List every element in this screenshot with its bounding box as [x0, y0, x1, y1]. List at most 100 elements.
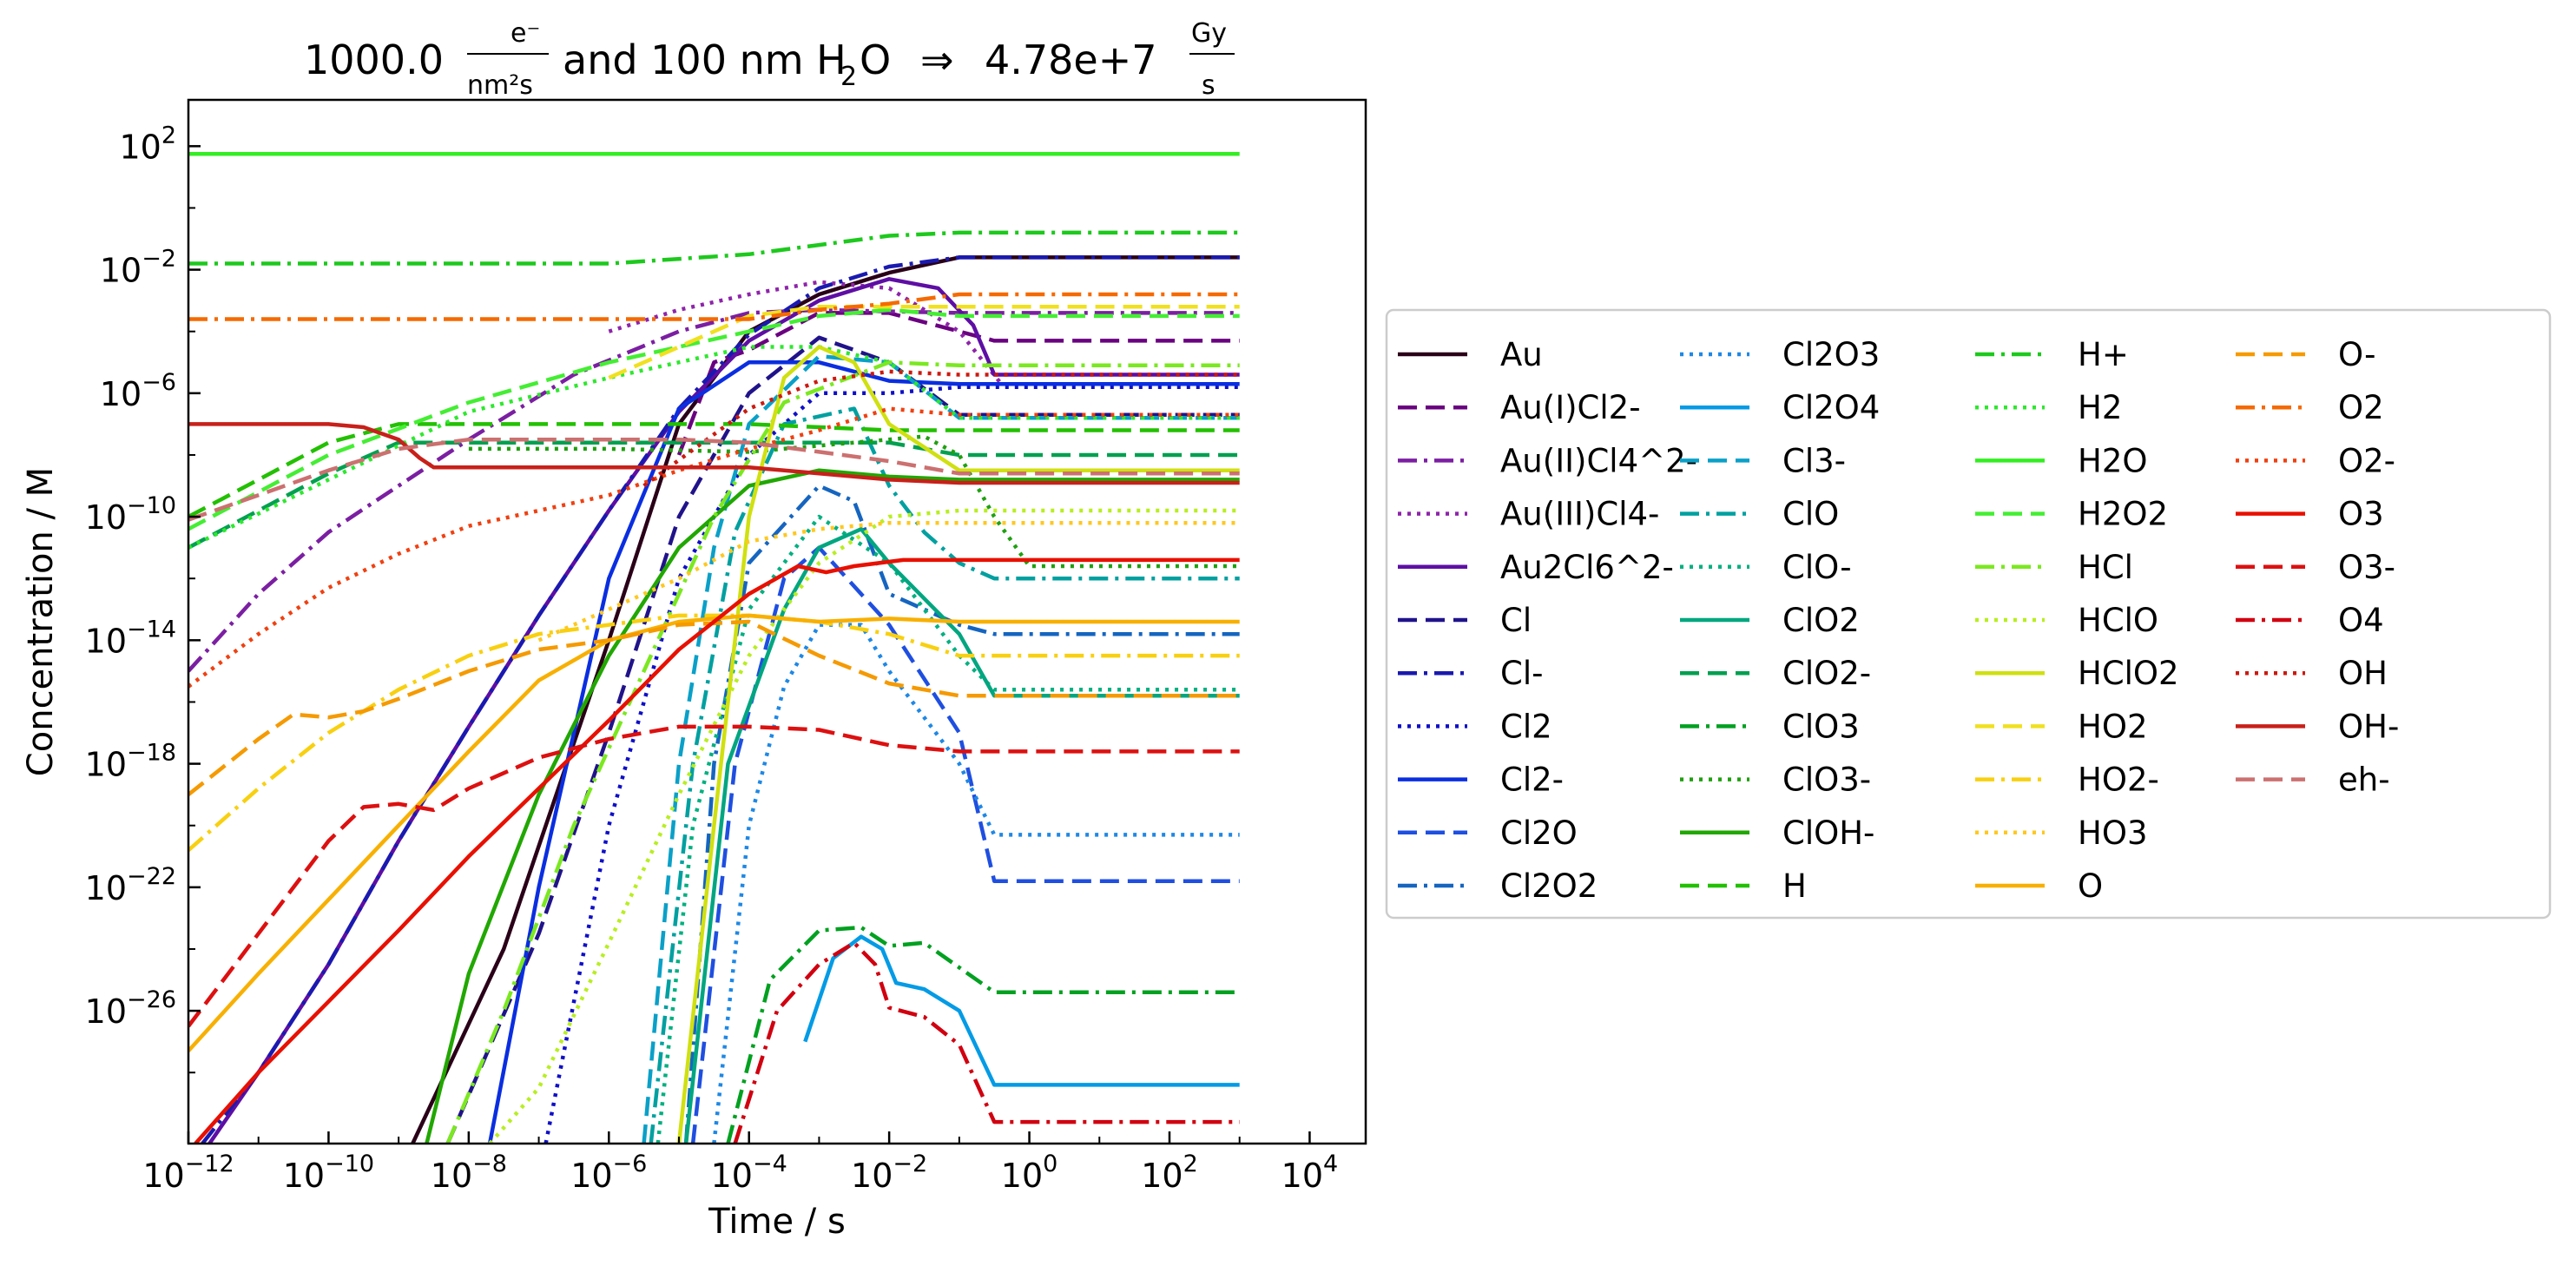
legend-item: eh- — [2236, 762, 2390, 799]
series-line-ho3 — [537, 520, 1240, 643]
y-tick-label: 10−26 — [85, 986, 176, 1031]
legend-label: H — [1782, 867, 1807, 905]
legend-item: ClO — [1680, 496, 1839, 533]
legend-label: ClO3- — [1782, 762, 1871, 799]
legend-item: HClO — [1975, 602, 2158, 639]
series-line-hcl — [445, 360, 1240, 1144]
legend-label: H2 — [2078, 389, 2122, 426]
legend-item: ClOH- — [1680, 814, 1874, 852]
legend-label: HO3 — [2078, 814, 2148, 852]
legend-item: Cl2O3 — [1680, 336, 1880, 373]
legend-label: HClO2 — [2078, 655, 2179, 692]
chart-title: 1000.0 e⁻ nm²s and 100 nm H 2 O ⇒ 4.78e+… — [304, 18, 1235, 101]
legend-item: HCl — [1975, 549, 2133, 586]
legend-label: Cl2O — [1500, 814, 1578, 852]
title-flux-value: 1000.0 — [304, 36, 444, 83]
legend-label: eh- — [2338, 762, 2390, 799]
legend-item: HO2- — [1975, 762, 2159, 799]
legend-label: H2O — [2078, 442, 2148, 479]
legend-item: ClO3 — [1680, 708, 1860, 745]
series-line-o- — [188, 619, 1240, 796]
legend-frame — [1385, 308, 2552, 920]
legend-item: O- — [2236, 336, 2376, 373]
legend-label: Cl3- — [1782, 442, 1846, 479]
y-axis-ticks: 10−26 10−22 10−18 10−14 10−10 10−6 10−2 102 — [85, 122, 201, 1074]
x-tick-label: 10−2 — [851, 1151, 927, 1195]
legend-item: Au2Cl6^2- — [1398, 549, 1674, 586]
y-tick-label: 10−22 — [85, 863, 176, 907]
title-flux-unit-den: nm²s — [467, 70, 533, 101]
series-line-clo- — [656, 514, 1240, 1144]
legend-item: ClO2- — [1680, 655, 1871, 692]
x-axis-label: Time / s — [708, 1202, 846, 1242]
x-tick-label: 10−8 — [431, 1151, 507, 1195]
series-lines — [188, 151, 1240, 1144]
legend-item: Cl2O — [1398, 814, 1578, 852]
series-line-cl2 — [544, 385, 1240, 1144]
legend-label: Au2Cl6^2- — [1500, 549, 1674, 586]
series-line-cl2o3 — [712, 623, 1240, 1144]
legend-item: H2O2 — [1975, 496, 2168, 533]
title-dose-unit-num: Gy — [1191, 18, 1227, 49]
series-line-h — [188, 422, 1240, 519]
y-tick-label: 10−2 — [100, 246, 176, 290]
legend-item: Cl — [1398, 602, 1532, 639]
legend-label: Cl — [1500, 602, 1532, 639]
series-line-cl2- — [487, 360, 1240, 1144]
title-dose-value: 4.78e+7 — [985, 36, 1157, 83]
legend-label: O4 — [2338, 602, 2384, 639]
series-line-clo — [649, 406, 1240, 1144]
title-flux-unit-num: e⁻ — [511, 18, 540, 49]
legend-label: HCl — [2078, 549, 2133, 586]
legend-label: ClO2 — [1782, 602, 1860, 639]
plot-area-frame — [187, 98, 1367, 1145]
legend-label: ClO3 — [1782, 708, 1860, 745]
legend-label: ClOH- — [1782, 814, 1874, 852]
legend-label: O2 — [2338, 389, 2384, 426]
legend-item: H — [1680, 867, 1807, 905]
legend-item: HClO2 — [1975, 655, 2179, 692]
legend-item: Cl2O4 — [1680, 389, 1880, 426]
legend-item: H2 — [1975, 389, 2122, 426]
series-line-cl2o2 — [683, 484, 1240, 1144]
title-arrow: ⇒ — [920, 36, 954, 83]
legend-item: Cl3- — [1680, 442, 1846, 479]
x-axis-ticks: 10−12 10−10 10−8 10−6 10−4 10−2 100 102 104 — [142, 1131, 1338, 1195]
legend-label: H2O2 — [2078, 496, 2168, 533]
legend-item: Cl2O2 — [1398, 867, 1598, 905]
title-mid-sub: 2 — [840, 62, 857, 92]
legend-item: ClO3- — [1680, 762, 1871, 799]
title-mid-text: and 100 nm H — [563, 36, 847, 83]
legend-label: OH- — [2338, 708, 2399, 745]
legend-label: O3- — [2338, 549, 2395, 586]
legend-label: Cl- — [1500, 655, 1543, 692]
title-dose-unit-den: s — [1202, 70, 1216, 101]
legend-item: Cl2 — [1398, 708, 1552, 745]
legend-label: Cl2O2 — [1500, 867, 1598, 905]
legend-label: Au(II)Cl4^2- — [1500, 442, 1697, 479]
legend-label: H+ — [2078, 336, 2129, 373]
legend-item: O3- — [2236, 549, 2395, 586]
series-line-au-iii-cl4- — [608, 280, 1240, 386]
legend-item: HO3 — [1975, 814, 2148, 852]
legend-label: ClO- — [1782, 549, 1852, 586]
legend-label: O — [2078, 867, 2103, 905]
chart-legend: Au Au(I)Cl2- Au(II)Cl4^2- Au(III)Cl4- Au2Cl6… — [1385, 308, 2552, 920]
legend-label: Au(III)Cl4- — [1500, 496, 1659, 533]
series-line-clo2 — [683, 527, 1240, 1144]
legend-item: O — [1975, 867, 2103, 905]
x-tick-label: 10−10 — [283, 1151, 374, 1195]
series-line-o3 — [194, 557, 1240, 1144]
legend-item: O2 — [2236, 389, 2384, 426]
x-tick-label: 10−12 — [142, 1151, 234, 1195]
legend-item: ClO- — [1680, 549, 1852, 586]
y-tick-label: 10−6 — [100, 369, 176, 413]
legend-label: O- — [2338, 336, 2376, 373]
legend-item: Cl2- — [1398, 762, 1564, 799]
y-tick-label: 10−10 — [85, 492, 176, 537]
series-line-o2 — [188, 292, 1240, 321]
legend-item: O4 — [2236, 602, 2384, 639]
y-tick-label: 102 — [119, 122, 176, 166]
legend-label: Au(I)Cl2- — [1500, 389, 1641, 426]
